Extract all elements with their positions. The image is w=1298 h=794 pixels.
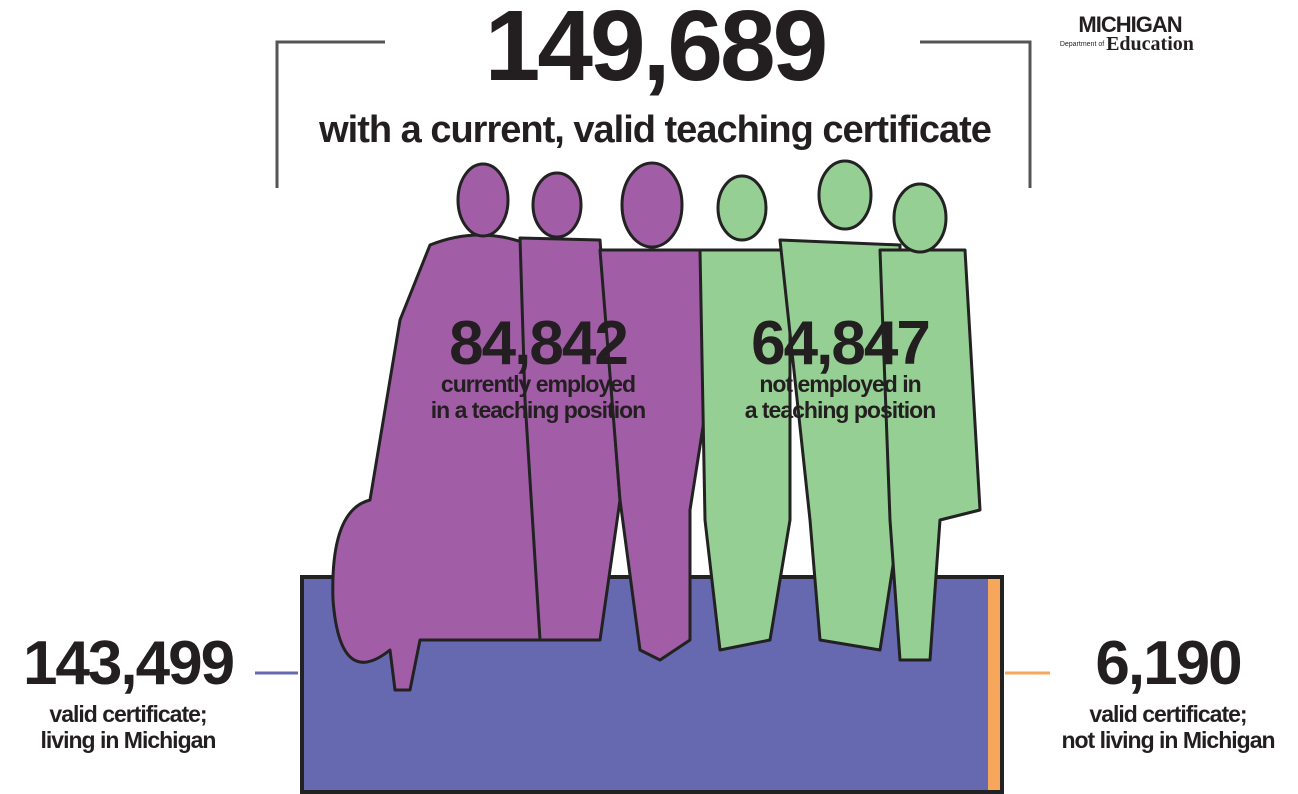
total-value: 149,689 [485,0,825,102]
logo-name: MICHIGAN [1078,12,1181,37]
in-state-value: 143,499 [23,629,234,698]
out-of-state-label: valid certificate; [1089,701,1246,727]
employed-value: 84,842 [449,309,627,378]
out-of-state-label: not living in Michigan [1061,727,1274,753]
not-employed-people [698,159,982,662]
employed-label: in a teaching position [431,397,645,423]
not-employed-value: 64,847 [751,309,929,378]
employed-label: currently employed [441,371,635,397]
logo-agency: Education [1106,33,1194,55]
bracket-right [920,40,1032,188]
bracket-left [275,40,385,188]
out-of-state-bar [988,579,1000,790]
not-employed-label: not employed in [759,371,920,397]
total-label: with a current, valid teaching certifica… [318,109,991,151]
out-of-state-value: 6,190 [1095,629,1240,698]
in-state-label: living in Michigan [41,727,216,753]
not-employed-label: a teaching position [745,397,936,423]
employed-people [331,161,717,692]
logo-department: Department of [1060,41,1104,48]
in-state-label: valid certificate; [49,701,206,727]
